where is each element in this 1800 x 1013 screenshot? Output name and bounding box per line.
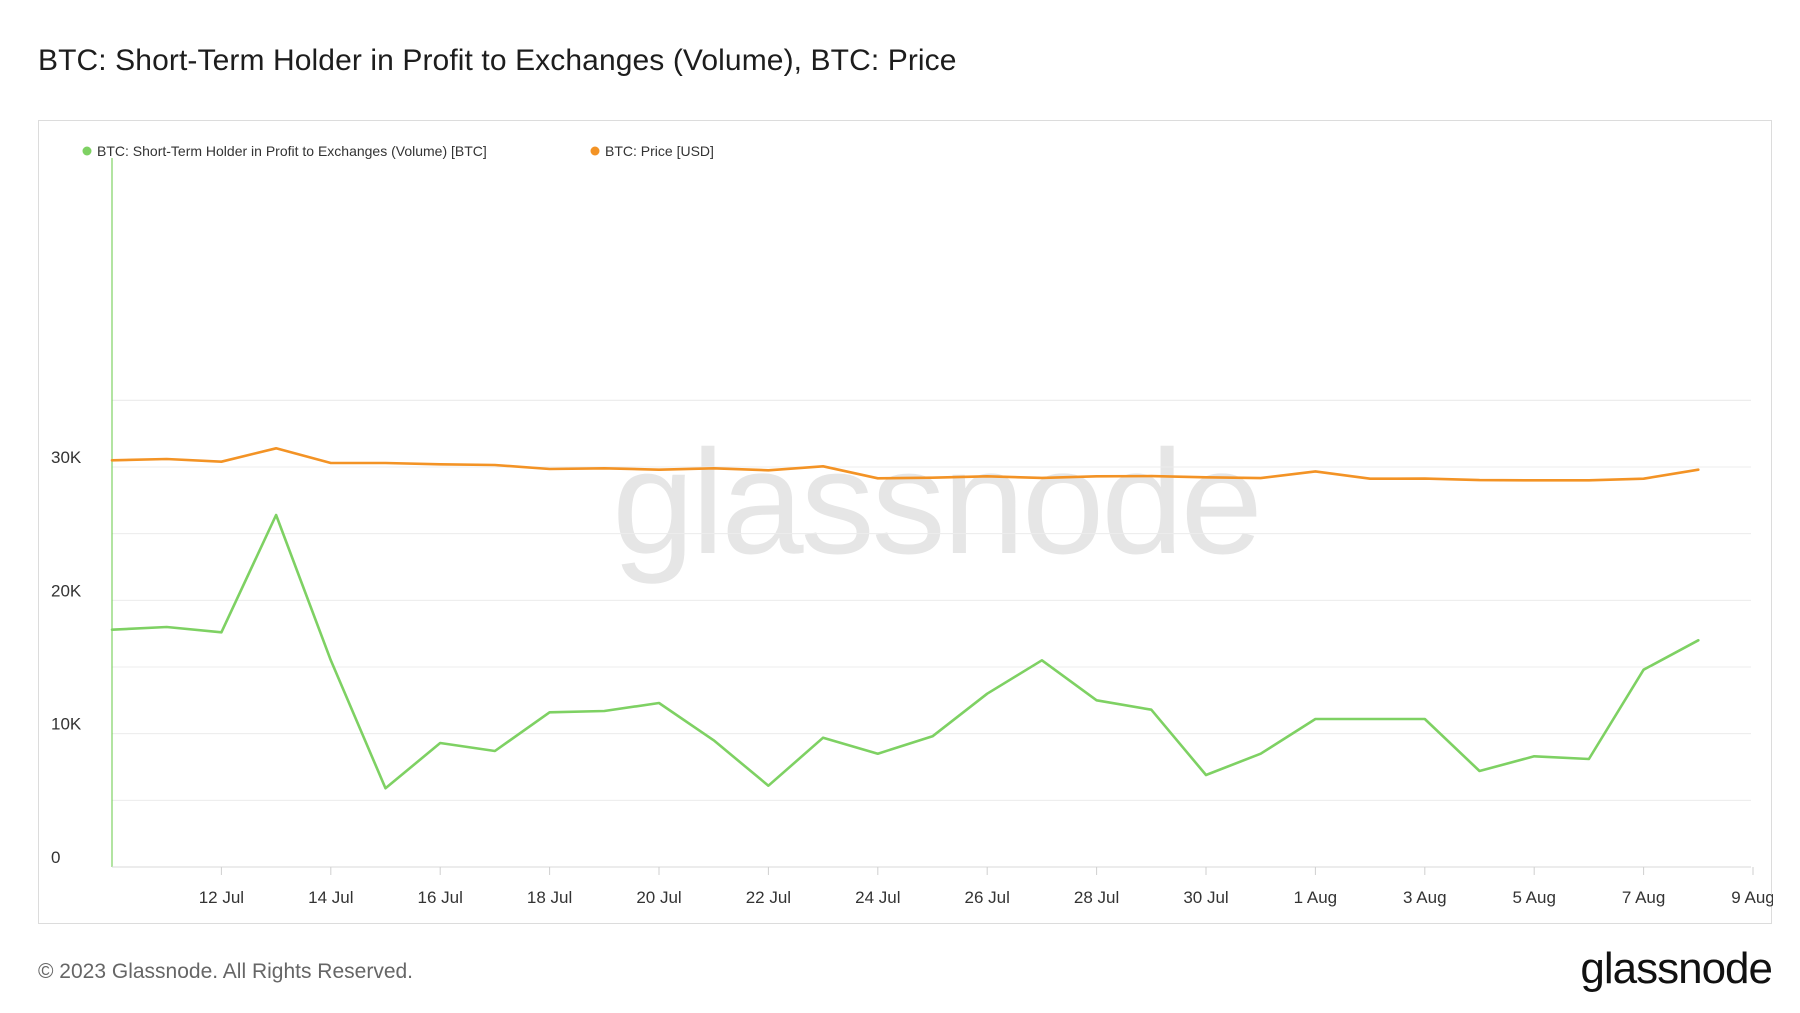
x-tick-label: 30 Jul xyxy=(1183,888,1228,907)
legend-label[interactable]: BTC: Short-Term Holder in Profit to Exch… xyxy=(97,143,487,159)
x-tick-label: 5 Aug xyxy=(1512,888,1556,907)
x-tick-label: 1 Aug xyxy=(1294,888,1338,907)
price-series-line[interactable] xyxy=(110,446,1700,482)
x-tick-label: 3 Aug xyxy=(1403,888,1447,907)
copyright-footer: © 2023 Glassnode. All Rights Reserved. xyxy=(38,960,414,983)
x-tick-label: 16 Jul xyxy=(418,888,463,907)
x-tick-label: 7 Aug xyxy=(1622,888,1666,907)
x-tick-label: 28 Jul xyxy=(1074,888,1119,907)
series-lines xyxy=(110,446,1700,790)
x-axis-ticks: 12 Jul 14 Jul 16 Jul 18 Jul 20 Jul 22 Jul 24 J… xyxy=(199,867,1773,907)
grid-lines xyxy=(112,399,1751,868)
x-tick-label: 22 Jul xyxy=(746,888,791,907)
y-tick-label: 20K xyxy=(51,581,82,600)
x-tick-label: 18 Jul xyxy=(527,888,572,907)
x-tick-label: 9 Aug xyxy=(1731,888,1773,907)
axes xyxy=(111,158,1751,868)
y-tick-label: 30K xyxy=(51,448,82,467)
legend[interactable]: BTC: Short-Term Holder in Profit to Exch… xyxy=(82,143,714,159)
x-tick-label: 26 Jul xyxy=(965,888,1010,907)
y-axis-ticks: 0 10K 20K 30K xyxy=(51,448,82,867)
x-tick-label: 14 Jul xyxy=(308,888,353,907)
y-tick-label: 0 xyxy=(51,848,60,867)
x-tick-label: 24 Jul xyxy=(855,888,900,907)
chart-title: BTC: Short-Term Holder in Profit to Exch… xyxy=(38,44,957,77)
legend-marker xyxy=(82,146,92,156)
glassnode-logo[interactable]: glassnode xyxy=(1580,944,1773,993)
chart-frame: glassnode 0 10K 20K 30K 12 Jul 14 Jul 16 Jul 1… xyxy=(38,120,1773,925)
x-tick-label: 12 Jul xyxy=(199,888,244,907)
volume-series-line[interactable] xyxy=(110,513,1700,790)
legend-marker xyxy=(590,146,600,156)
legend-label[interactable]: BTC: Price [USD] xyxy=(605,143,714,159)
x-tick-label: 20 Jul xyxy=(636,888,681,907)
y-tick-label: 10K xyxy=(51,715,82,734)
watermark-text: glassnode xyxy=(612,420,1260,585)
